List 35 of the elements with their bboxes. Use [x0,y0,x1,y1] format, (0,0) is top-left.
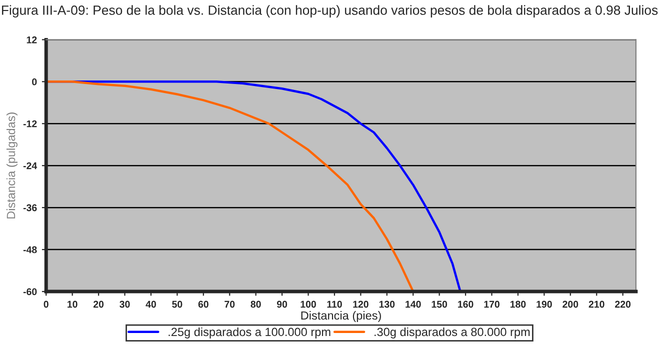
x-tick-label: 60 [198,300,208,308]
x-tick-label: 20 [93,300,104,308]
chart-title: Figura III-A-09: Peso de la bola vs. Distancia (con hop-up) usando varios pesos de bola disparados a 0.98 Julios [2,5,658,18]
y-tick-label: -12 [23,120,37,128]
x-tick-label: 210 [588,300,604,308]
x-tick-label: 0 [44,300,48,308]
x-tick-label: 190 [536,300,552,308]
x-tick-label: 10 [68,300,78,308]
x-tick-label: 220 [615,300,631,308]
x-tick-label: 180 [510,300,526,308]
x-tick-label: 120 [353,300,368,308]
x-tick-label: 150 [432,300,448,308]
y-tick-label: -48 [23,246,37,254]
legend-label: .30g disparados a 80.000 rpm [374,327,530,338]
x-tick-label: 140 [406,300,421,308]
x-axis-title: Distancia (pies) [301,311,381,322]
x-tick-label: 100 [300,300,316,308]
y-tick-label: -24 [23,162,38,170]
legend-label: .25g disparados a 100.000 rpm [168,327,330,338]
y-tick-label: 12 [26,36,37,44]
x-tick-label: 130 [379,300,395,308]
y-tick-label: 0 [32,78,37,86]
y-tick-label: -36 [23,204,37,212]
y-axis-title: Distancia (pulgadas) [6,112,18,218]
x-tick-label: 40 [146,300,156,308]
x-tick-label: 70 [224,300,235,308]
x-tick-label: 110 [327,300,342,308]
x-tick-label: 80 [250,300,261,308]
y-tick-label: -60 [23,288,37,296]
x-tick-label: 200 [562,300,578,308]
x-tick-label: 160 [458,300,474,308]
x-tick-label: 50 [172,300,182,308]
x-tick-label: 30 [120,300,130,308]
x-tick-label: 170 [484,300,500,308]
x-tick-label: 90 [276,300,288,308]
